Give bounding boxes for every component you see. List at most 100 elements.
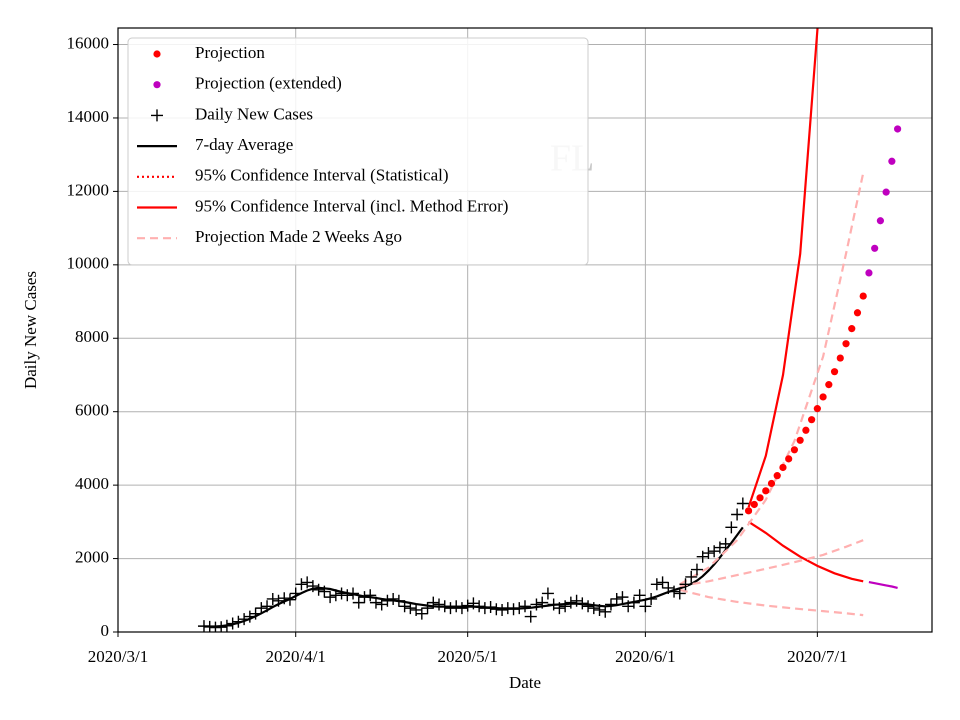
data-point [871,244,879,252]
data-point [524,610,537,623]
data-point [347,587,360,600]
x-tick-label: 2020/5/1 [437,647,497,666]
data-point [421,602,434,615]
plot-area [197,28,902,632]
data-point [450,600,463,613]
line [747,28,819,508]
x-tick-label: 2020/6/1 [615,647,675,666]
legend-label: 95% Confidence Interval (Statistical) [195,166,449,185]
y-tick-label: 16000 [67,33,110,52]
legend-label: Projection Made 2 Weeks Ago [195,227,402,246]
data-point [324,591,337,604]
data-point [882,188,890,196]
data-point [496,603,509,616]
data-point [553,602,566,615]
data-point [369,596,382,609]
data-point [830,368,839,376]
legend-box [127,37,589,266]
y-tick-label: 12000 [67,180,110,199]
data-point [249,607,262,620]
data-point [530,598,543,611]
data-point [364,589,377,602]
data-point [796,436,804,444]
data-point [836,354,844,362]
data-point [427,596,440,609]
data-point [645,592,658,605]
data-point [243,610,256,623]
data-point [673,587,686,600]
data-point [767,479,776,488]
data-point [392,594,405,607]
data-point [341,589,354,602]
data-point [226,617,239,630]
legend-marker [153,81,161,89]
line [868,581,898,589]
legend-label: Projection (extended) [195,74,342,93]
data-point [278,592,291,605]
data-point [744,507,753,515]
data-point [238,613,251,626]
data-point [848,325,856,333]
line [748,520,864,583]
y-axis-label: Daily New Cases [21,271,40,389]
data-point [633,589,646,602]
x-tick-label: 2020/4/1 [265,647,325,666]
data-point [312,583,325,596]
data-point [808,416,816,424]
data-point [444,602,457,615]
data-point [725,521,738,534]
data-point [888,157,896,165]
y-tick-label: 4000 [75,474,109,493]
data-point [599,605,612,618]
data-point [825,381,833,389]
data-point [679,578,692,591]
data-point [513,602,526,615]
data-point [639,600,652,613]
data-point [779,463,787,472]
line [679,539,864,588]
data-point [352,596,365,609]
data-point [719,537,732,550]
data-point [197,620,210,632]
data-point [335,587,348,600]
data-point [587,602,600,615]
data-point [232,615,245,628]
y-tick-label: 0 [101,621,110,640]
data-point [541,587,554,600]
data-point [381,594,394,607]
data-point [404,602,417,615]
data-point [813,405,821,413]
data-point [802,426,810,434]
data-point [731,508,744,521]
y-tick-label: 14000 [67,107,110,126]
data-point [272,594,285,607]
legend-label: 95% Confidence Interval (incl. Method Er… [195,196,508,215]
data-point [255,602,268,615]
legend: Projection Projection (extended) Daily New… [127,37,589,266]
data-point [507,603,520,616]
data-point [203,620,216,632]
data-point [842,340,850,348]
data-point [604,598,617,611]
data-point [473,600,486,613]
data-point [616,591,629,604]
data-point [358,591,371,604]
data-point [876,217,885,225]
data-point [853,309,862,317]
data-point [438,600,451,613]
x-tick-label: 2020/7/1 [787,647,847,666]
data-point [650,578,663,591]
data-point [478,602,491,615]
data-point [484,601,497,614]
data-point [894,125,902,133]
data-point [455,602,468,615]
x-tick-label: 2020/3/1 [88,647,148,666]
data-point [266,592,279,605]
y-tick-label: 2000 [75,547,109,566]
data-point [593,603,606,616]
data-point [762,487,770,495]
data-point [289,587,302,600]
data-point [318,585,331,598]
data-point [582,600,595,613]
data-point [490,603,503,616]
